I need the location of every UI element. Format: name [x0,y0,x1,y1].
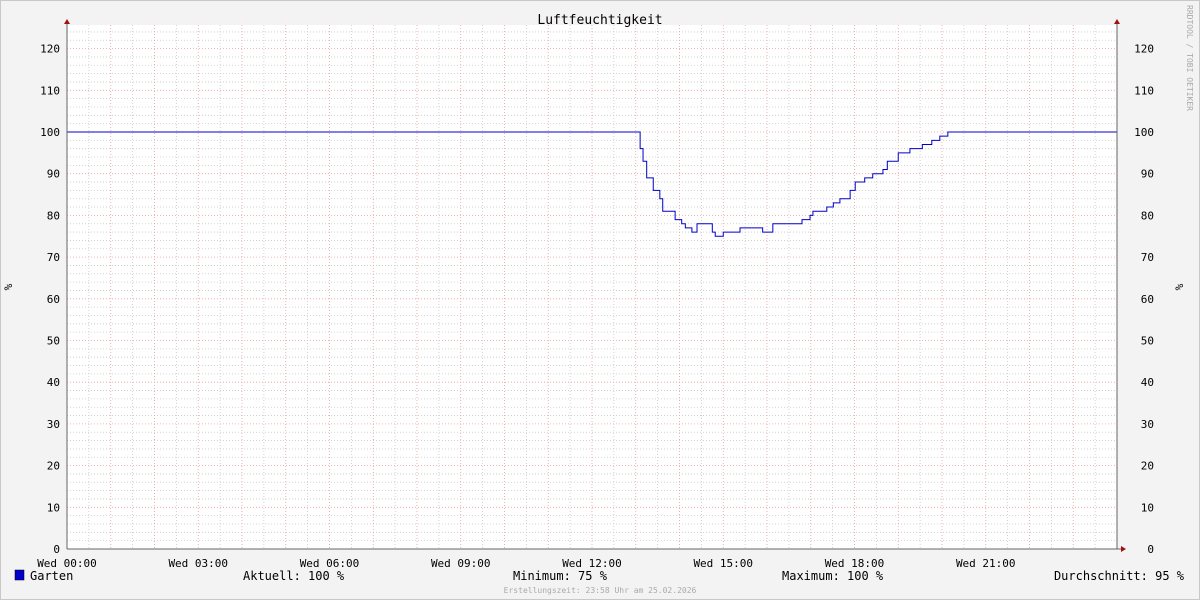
legend-series-name: Garten [30,569,73,583]
x-tick-label: Wed 00:00 [37,557,97,570]
y-tick-label-right: 120 [1134,43,1154,56]
y-tick-label-right: 40 [1141,376,1154,389]
legend-durchschnitt: Durchschnitt: 95 % [1054,569,1185,583]
legend-maximum: Maximum: 100 % [782,569,884,583]
y-ticks: 0 0 10 10 20 20 30 30 40 40 50 50 60 60 70 70 80 80 90 90 10… [40,43,1154,556]
y-axis-arrow-left [64,19,70,24]
y-tick-label-left: 10 [47,501,60,514]
y-tick-label-left: 30 [47,418,60,431]
y-tick-label-left: 40 [47,376,60,389]
y-tick-label-left: 90 [47,168,60,181]
y-tick-label-right: 30 [1141,418,1154,431]
y-tick-label-left: 20 [47,460,60,473]
y-tick-label-right: 70 [1141,251,1154,264]
y-tick-label-right: 50 [1141,335,1154,348]
y-axis-arrow-right [1114,19,1120,24]
x-tick-label: Wed 09:00 [431,557,491,570]
x-ticks: Wed 00:00 Wed 03:00 Wed 06:00 Wed 09:00 Wed … [37,557,1015,570]
y-tick-label-left: 120 [40,43,60,56]
y-tick-label-left: 70 [47,251,60,264]
legend-minimum: Minimum: 75 % [513,569,608,583]
legend-swatch-garten [14,569,25,581]
x-tick-label: Wed 15:00 [693,557,753,570]
x-tick-label: Wed 06:00 [300,557,360,570]
axes [64,19,1126,552]
legend-aktuell: Aktuell: 100 % [243,569,345,583]
grid [67,25,1117,549]
x-tick-label: Wed 03:00 [168,557,228,570]
y-tick-label-right: 60 [1141,293,1154,306]
y-tick-label-right: 100 [1134,126,1154,139]
watermark: RRDTOOL / TOBI OETIKER [1185,5,1194,111]
y-tick-label-left: 100 [40,126,60,139]
y-tick-label-right: 10 [1141,501,1154,514]
y-tick-label-right: 0 [1147,543,1154,556]
series-line-garten [67,131,1117,237]
x-tick-label: Wed 18:00 [825,557,885,570]
x-tick-label: Wed 21:00 [956,557,1016,570]
x-axis-arrow [1121,546,1126,552]
y-tick-label-left: 60 [47,293,60,306]
y-axis-label-left: % [2,283,15,290]
y-tick-label-left: 50 [47,335,60,348]
y-tick-label-right: 80 [1141,209,1154,222]
y-tick-label-left: 80 [47,209,60,222]
x-tick-label: Wed 12:00 [562,557,622,570]
y-tick-label-left: 0 [53,543,60,556]
y-tick-label-right: 20 [1141,460,1154,473]
y-tick-label-right: 90 [1141,168,1154,181]
y-axis-label-right: % [1173,283,1186,290]
y-tick-label-left: 110 [40,84,60,97]
footer-timestamp: Erstellungszeit: 23:58 Uhr am 25.02.2026 [504,586,697,595]
y-tick-label-right: 110 [1134,84,1154,97]
chart-title: Luftfeuchtigkeit [537,13,662,28]
